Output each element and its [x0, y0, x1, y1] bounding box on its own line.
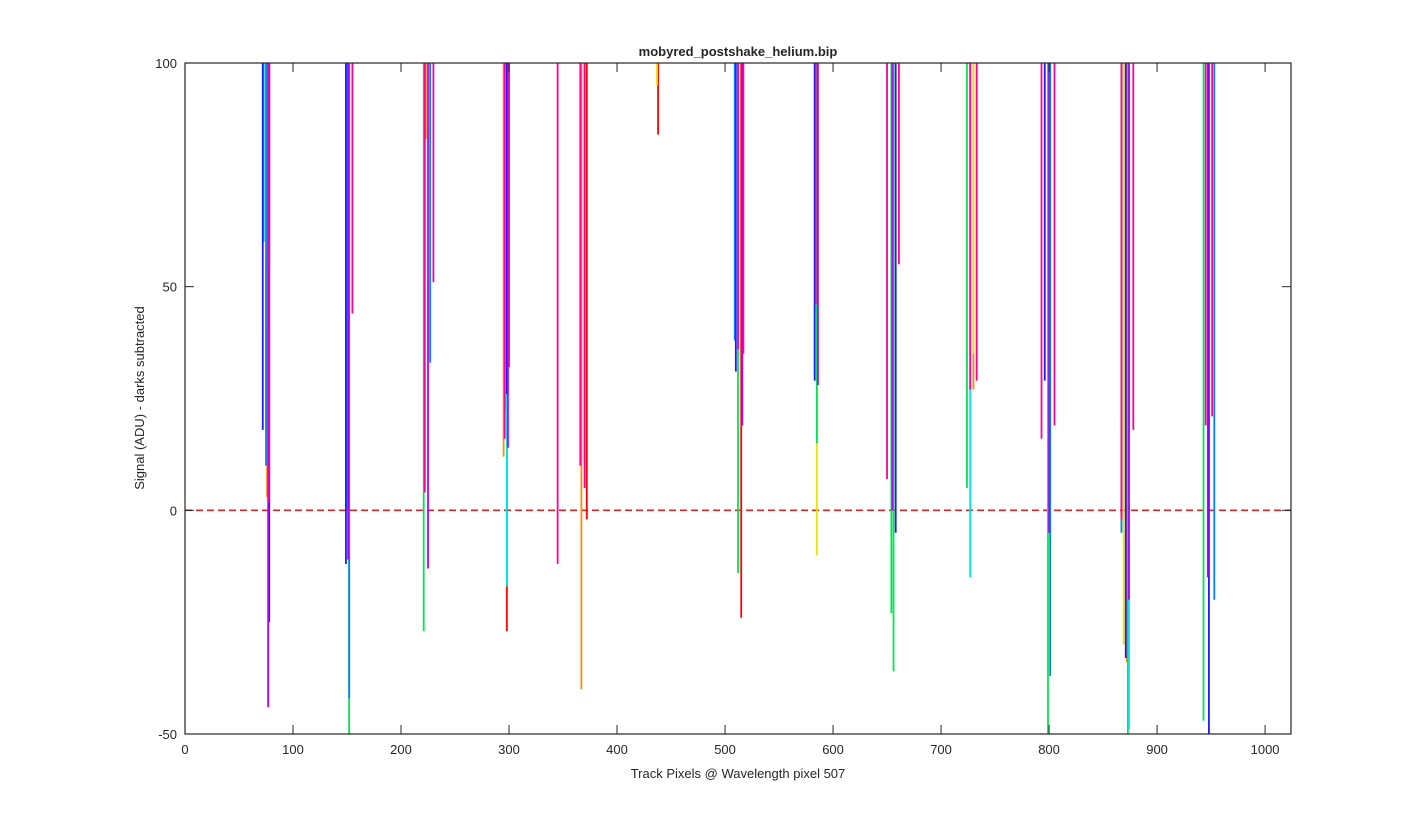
- x-tick-label: 900: [1146, 742, 1168, 757]
- x-tick-label: 700: [930, 742, 952, 757]
- x-tick-label: 1000: [1251, 742, 1280, 757]
- y-axis-label: Signal (ADU) - darks subtracted: [132, 306, 147, 490]
- series-1: [266, 63, 1128, 690]
- x-tick-label: 800: [1038, 742, 1060, 757]
- x-axis: 0 100 200 300 400 500 600 700 800 900 1000: [181, 63, 1280, 757]
- series-4: [262, 63, 1130, 730]
- x-tick-label: 100: [282, 742, 304, 757]
- y-tick-label: 100: [155, 56, 177, 71]
- x-axis-label: Track Pixels @ Wavelength pixel 507: [631, 766, 846, 781]
- x-tick-label: 300: [498, 742, 520, 757]
- series-6: [261, 63, 1210, 734]
- series-3: [348, 63, 1205, 734]
- chart-title: mobyred_postshake_helium.bip: [639, 44, 838, 59]
- y-tick-label: -50: [158, 727, 177, 742]
- x-tick-label: 600: [822, 742, 844, 757]
- series-8: [268, 63, 1214, 565]
- series-7: [267, 63, 1209, 708]
- series-5: [265, 63, 1216, 699]
- series-0: [505, 63, 743, 632]
- y-tick-label: 0: [170, 503, 177, 518]
- plot-area: [185, 63, 1291, 734]
- x-tick-label: 0: [181, 742, 188, 757]
- y-tick-label: 50: [163, 280, 177, 295]
- x-tick-label: 200: [390, 742, 412, 757]
- x-tick-label: 500: [714, 742, 736, 757]
- x-tick-label: 400: [606, 742, 628, 757]
- y-axis: -50 0 50 100: [155, 56, 1291, 742]
- axes-box: [184, 62, 1292, 735]
- series-2: [268, 63, 1125, 645]
